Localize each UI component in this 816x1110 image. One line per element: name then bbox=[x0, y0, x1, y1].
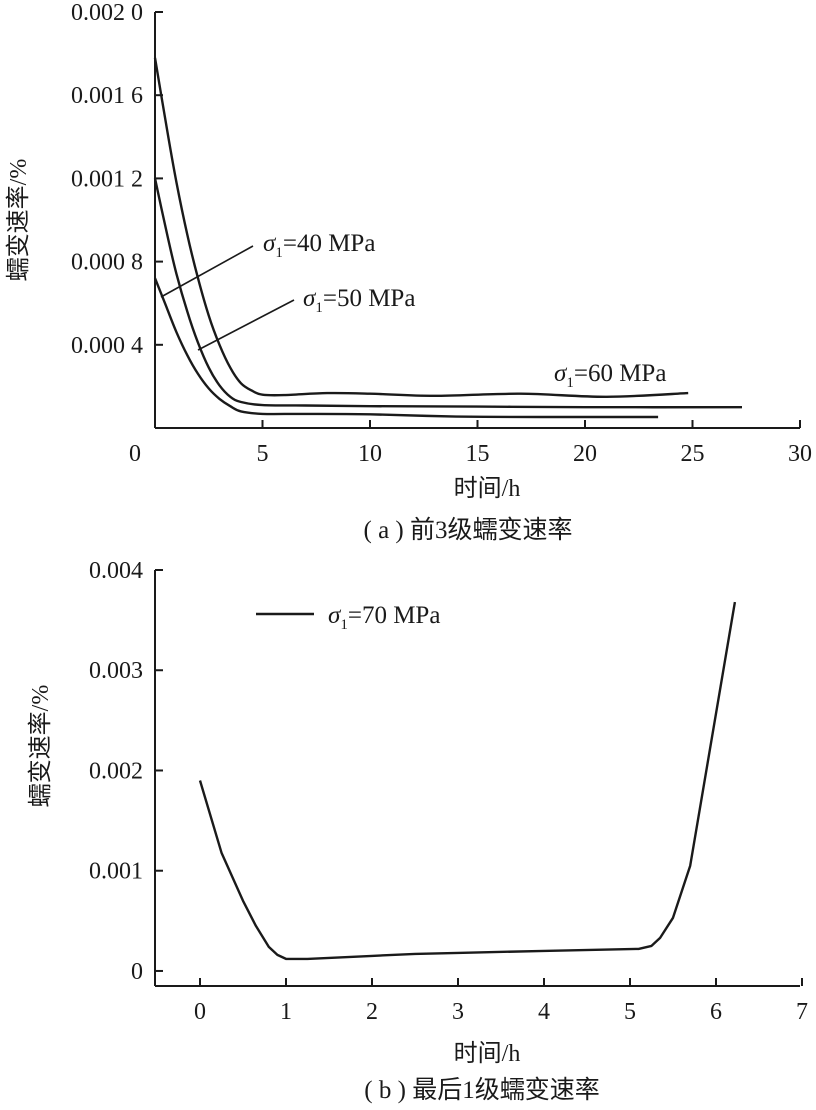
series-line-2 bbox=[153, 178, 743, 409]
series-line-1 bbox=[153, 277, 659, 419]
y-tick-label: 0.001 6 bbox=[71, 83, 143, 109]
x-tick-label: 25 bbox=[681, 441, 705, 467]
y-axis-label: 蠕变速率/% bbox=[27, 685, 54, 808]
x-tick-label: 6 bbox=[710, 999, 722, 1025]
x-tick-label: 0 bbox=[129, 441, 141, 467]
x-axis-label: 时间/h bbox=[454, 475, 521, 502]
y-tick-label: 0.003 bbox=[89, 658, 143, 684]
series-line-1 bbox=[198, 601, 737, 961]
y-tick-label: 0.001 bbox=[89, 859, 143, 885]
annotation-40mpa: σ1=40 MPa bbox=[263, 230, 375, 261]
legend-label-70mpa: σ1=70 MPa bbox=[328, 602, 440, 633]
x-tick-label: 0 bbox=[194, 999, 206, 1025]
x-tick-label: 2 bbox=[366, 999, 378, 1025]
y-tick-label: 0 bbox=[131, 959, 143, 985]
leader-line-50 bbox=[197, 299, 295, 351]
x-tick-label: 3 bbox=[452, 999, 464, 1025]
x-tick-label: 1 bbox=[280, 999, 292, 1025]
x-tick-label: 15 bbox=[466, 441, 490, 467]
x-tick-label: 30 bbox=[788, 441, 812, 467]
series-line-3 bbox=[153, 57, 689, 399]
y-tick-label: 0.000 8 bbox=[71, 250, 143, 276]
y-tick-label: 0.002 bbox=[89, 758, 143, 784]
y-tick-label: 0.000 4 bbox=[71, 333, 143, 359]
x-axis-label: 时间/h bbox=[454, 1040, 521, 1067]
y-tick-label: 0.002 0 bbox=[71, 0, 143, 26]
x-tick-label: 10 bbox=[358, 441, 382, 467]
chart-a: 0.000 4 0.000 8 0.001 2 0.001 6 0.002 0 0 5 10 1… bbox=[5, 0, 812, 544]
y-tick-label: 0.001 2 bbox=[71, 166, 143, 192]
x-tick-label: 4 bbox=[538, 999, 550, 1025]
annotation-60mpa: σ1=60 MPa bbox=[554, 360, 666, 391]
y-axis-label: 蠕变速率/% bbox=[5, 159, 32, 282]
x-tick-label: 5 bbox=[257, 441, 269, 467]
x-tick-label: 20 bbox=[573, 441, 597, 467]
x-tick-label: 7 bbox=[796, 999, 808, 1025]
leader-line-40 bbox=[160, 245, 254, 298]
chart-b: 0 0.001 0.002 0.003 0.004 0 1 2 3 4 5 6 7 蠕变速率/% 时间/h (… bbox=[27, 558, 808, 1104]
annotation-50mpa: σ1=50 MPa bbox=[303, 285, 415, 316]
chart-caption: ( a ) 前3级蠕变速率 bbox=[364, 516, 573, 544]
y-tick-label: 0.004 bbox=[89, 558, 143, 584]
chart-caption: ( b ) 最后1级蠕变速率 bbox=[364, 1076, 599, 1104]
x-tick-label: 5 bbox=[624, 999, 636, 1025]
